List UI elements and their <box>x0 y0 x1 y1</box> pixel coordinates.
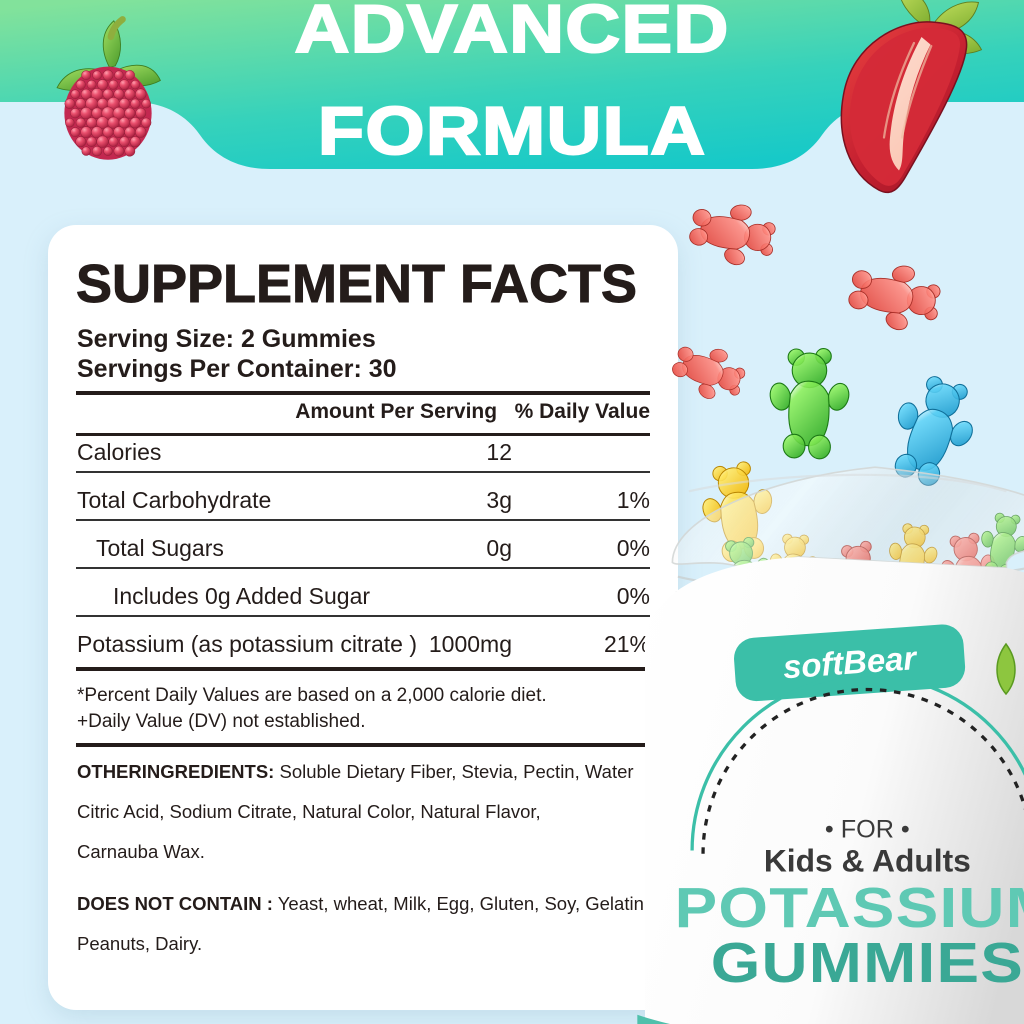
svg-text:GUMMIES: GUMMIES <box>711 930 1024 994</box>
svg-text:Kids & Adults: Kids & Adults <box>764 842 971 878</box>
svg-text:• FOR •: • FOR • <box>825 815 910 843</box>
